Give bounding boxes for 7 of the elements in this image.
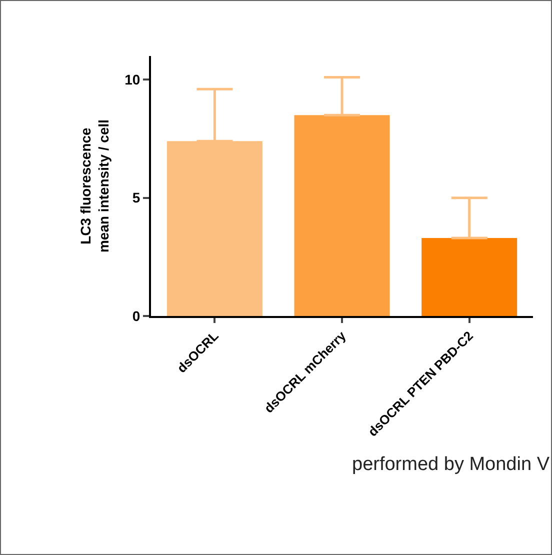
y-tick-label: 5: [132, 190, 140, 206]
bar: [294, 115, 390, 316]
y-axis-title: LC3 fluorescence mean intensity / cell: [78, 119, 112, 253]
y-tick-label: 10: [124, 72, 140, 88]
y-tick-label: 0: [132, 308, 140, 324]
bar: [422, 238, 518, 316]
text: performed by Mondin V: [352, 454, 550, 475]
